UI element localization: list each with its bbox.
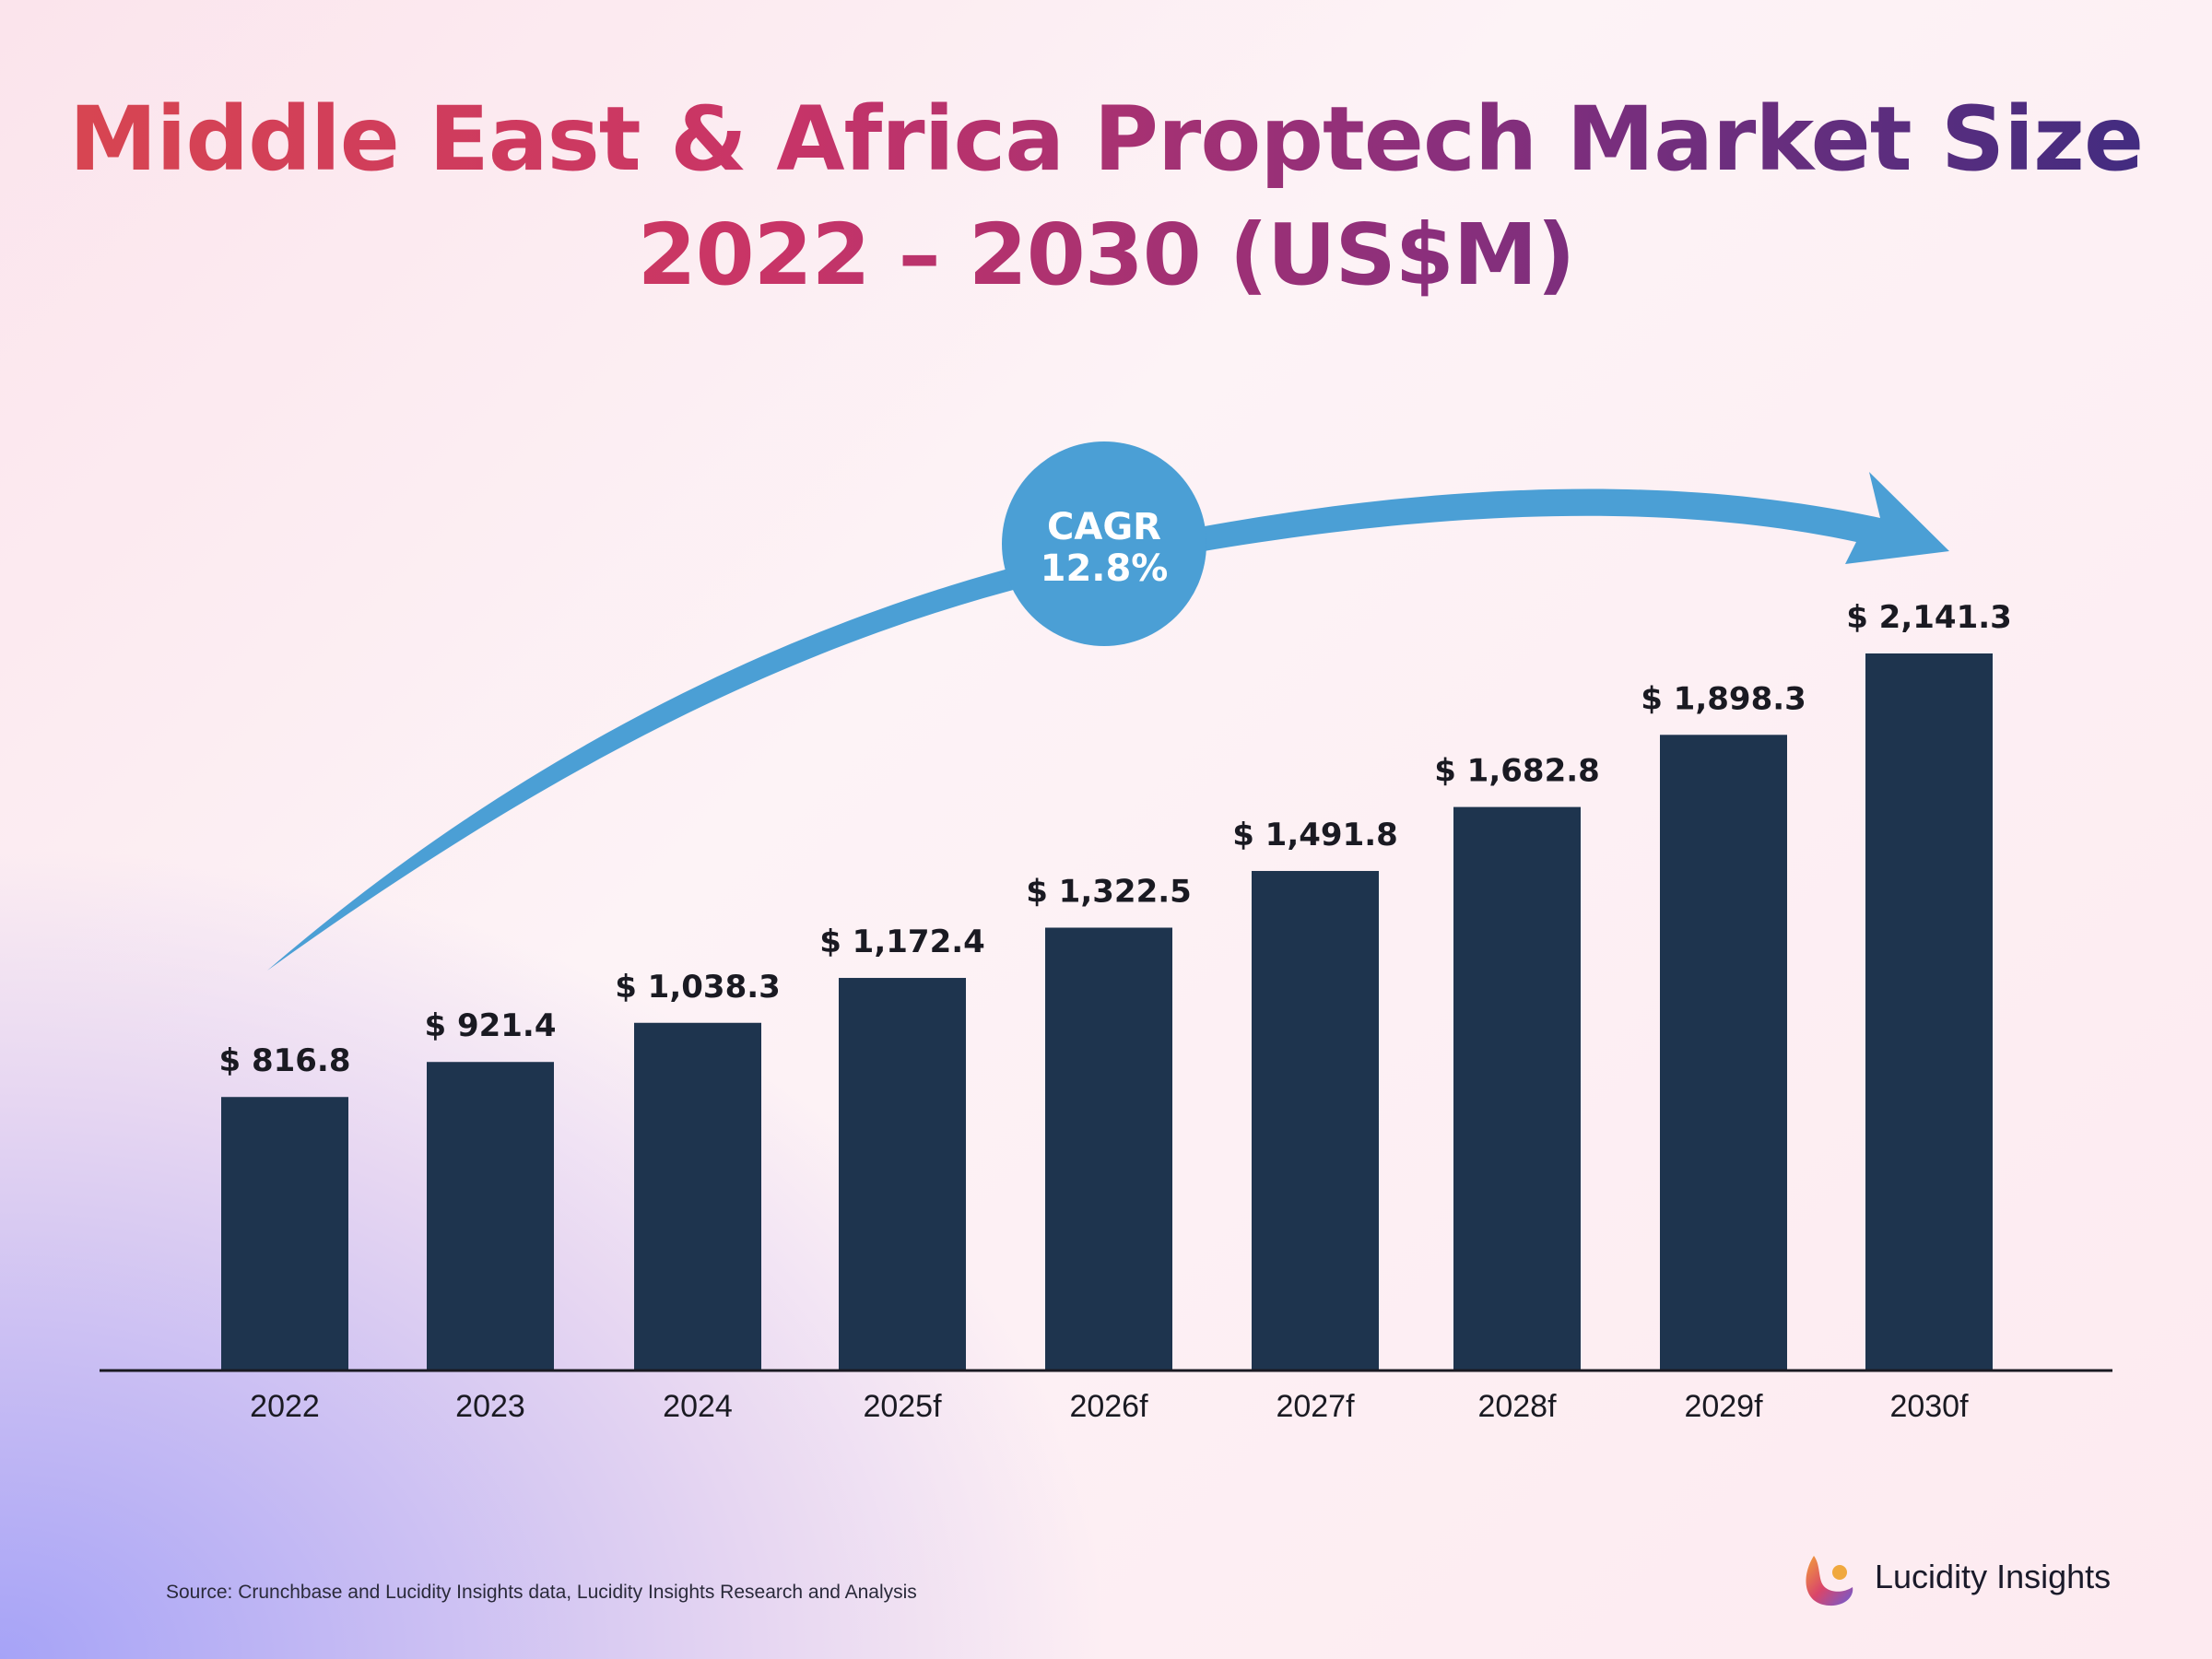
bar-2025f <box>839 978 966 1371</box>
cagr-badge <box>1002 441 1206 646</box>
value-label-2022: $ 816.8 <box>218 1042 350 1079</box>
chart-subtitle: 2022 – 2030 (US$M) <box>0 205 2212 306</box>
bar-2024 <box>634 1022 761 1371</box>
bars-group <box>221 653 1993 1371</box>
value-label-2023: $ 921.4 <box>424 1007 556 1044</box>
bar-2028f <box>1453 806 1581 1371</box>
lucidity-logo-icon <box>1806 1556 1853 1606</box>
value-label-2029f: $ 1,898.3 <box>1641 680 1806 717</box>
chart-title: Middle East & Africa Proptech Market Siz… <box>0 85 2212 194</box>
brand-name: Lucidity Insights <box>1875 1558 2112 1595</box>
category-label-2030f: 2030f <box>1889 1389 1969 1424</box>
bar-2030f <box>1865 653 1993 1371</box>
value-label-2024: $ 1,038.3 <box>615 969 781 1006</box>
category-labels-group: 2022 2023 2024 2025f 2026f 2027f 2028f 2029f 203… <box>250 1389 1969 1424</box>
cagr-arrow <box>267 472 1949 971</box>
category-label-2026f: 2026f <box>1069 1389 1148 1424</box>
source-note: Source: Crunchbase and Lucidity Insights… <box>166 1582 917 1603</box>
bar-2029f <box>1660 735 1787 1371</box>
value-label-2027f: $ 1,491.8 <box>1232 817 1398 853</box>
cagr-value: 12.8% <box>1041 547 1169 590</box>
category-label-2028f: 2028f <box>1477 1389 1557 1424</box>
value-label-2030f: $ 2,141.3 <box>1846 599 2012 636</box>
bar-2027f <box>1252 870 1379 1371</box>
value-label-2028f: $ 1,682.8 <box>1434 753 1600 790</box>
bar-2026f <box>1045 927 1172 1371</box>
bar-2023 <box>427 1062 554 1371</box>
value-label-2026f: $ 1,322.5 <box>1026 873 1192 910</box>
cagr-label: CAGR <box>1047 506 1161 548</box>
category-label-2025f: 2025f <box>863 1389 942 1424</box>
category-label-2029f: 2029f <box>1684 1389 1763 1424</box>
value-label-2025f: $ 1,172.4 <box>819 924 985 960</box>
category-label-2027f: 2027f <box>1276 1389 1355 1424</box>
category-label-2024: 2024 <box>663 1389 733 1424</box>
value-labels-group: $ 816.8 $ 921.4 $ 1,038.3 $ 1,172.4 $ 1,322.… <box>218 599 2011 1079</box>
bar-2022 <box>221 1097 348 1371</box>
category-label-2023: 2023 <box>455 1389 525 1424</box>
category-label-2022: 2022 <box>250 1389 320 1424</box>
